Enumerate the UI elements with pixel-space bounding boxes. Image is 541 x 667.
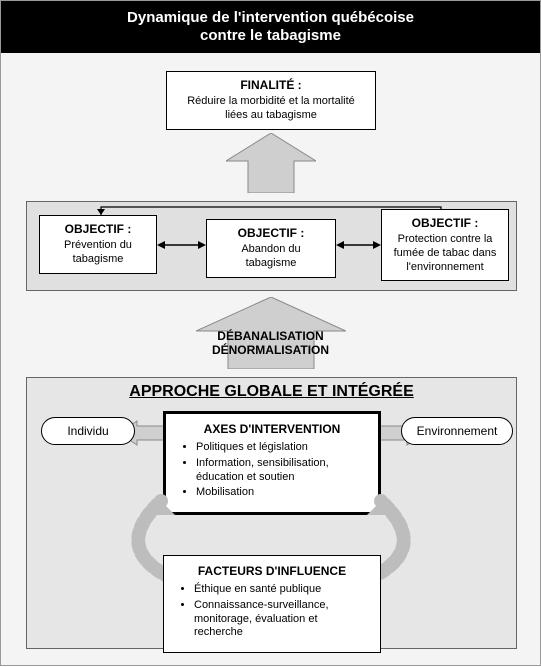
axes-list: Politiques et législation Information, s… xyxy=(180,441,364,500)
title-bar: Dynamique de l'intervention québécoise c… xyxy=(1,1,540,53)
facteurs-list: Éthique en santé publique Connaissance-s… xyxy=(178,583,366,640)
obj-connector-right xyxy=(336,239,381,251)
objectif-left-box: OBJECTIF : Prévention du tabagisme xyxy=(39,215,157,274)
obj-connector-left xyxy=(157,239,206,251)
facteurs-heading: FACTEURS D'INFLUENCE xyxy=(178,564,366,579)
objectif-right-heading: OBJECTIF : xyxy=(390,216,500,231)
facteurs-box: FACTEURS D'INFLUENCE Éthique en santé pu… xyxy=(163,555,381,653)
objectif-center-box: OBJECTIF : Abandon du tabagisme xyxy=(206,219,336,278)
individu-label: Individu xyxy=(67,424,108,438)
mid-label-1: DÉBANALISATION xyxy=(217,329,323,343)
objectif-right-box: OBJECTIF : Protection contre la fumée de… xyxy=(381,209,509,281)
objectif-right-body: Protection contre la fumée de tabac dans… xyxy=(394,233,497,273)
facteurs-item: Connaissance-surveillance, monitorage, é… xyxy=(194,599,366,640)
axes-item: Politiques et législation xyxy=(196,441,364,455)
facteurs-item: Éthique en santé publique xyxy=(194,583,366,597)
mid-label: DÉBANALISATION DÉNORMALISATION xyxy=(212,329,329,358)
axes-heading: AXES D'INTERVENTION xyxy=(180,422,364,437)
objectif-center-heading: OBJECTIF : xyxy=(215,226,327,241)
objectif-center-body: Abandon du tabagisme xyxy=(241,243,300,269)
axes-item: Mobilisation xyxy=(196,486,364,500)
individu-pill: Individu xyxy=(41,417,135,445)
objectif-left-body: Prévention du tabagisme xyxy=(64,239,132,265)
title-line2: contre le tabagisme xyxy=(200,27,341,44)
canvas: FINALITÉ : Réduire la morbidité et la mo… xyxy=(1,53,540,667)
environnement-pill: Environnement xyxy=(401,417,513,445)
environnement-label: Environnement xyxy=(417,424,498,438)
approche-title: APPROCHE GLOBALE ET INTÉGRÉE xyxy=(26,383,517,401)
finalite-body: Réduire la morbidité et la mortalité lié… xyxy=(187,95,355,121)
diagram-page: Dynamique de l'intervention québécoise c… xyxy=(0,0,541,666)
objectif-left-heading: OBJECTIF : xyxy=(48,222,148,237)
axes-item: Information, sensibilisation, éducation … xyxy=(196,457,364,485)
title-line1: Dynamique de l'intervention québécoise xyxy=(127,9,414,26)
finalite-heading: FINALITÉ : xyxy=(175,78,367,93)
finalite-box: FINALITÉ : Réduire la morbidité et la mo… xyxy=(166,71,376,130)
arrow-up-1 xyxy=(226,133,316,193)
mid-label-2: DÉNORMALISATION xyxy=(212,343,329,357)
